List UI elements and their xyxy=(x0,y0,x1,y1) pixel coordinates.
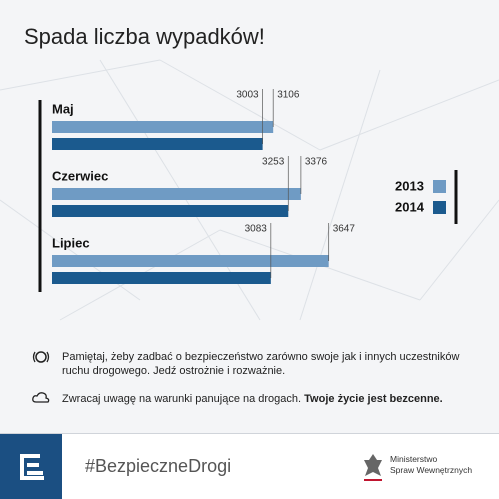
bar xyxy=(52,272,271,284)
logo-box xyxy=(0,434,62,499)
bar xyxy=(52,188,301,200)
value-label: 3106 xyxy=(277,90,300,101)
weather-icon xyxy=(32,392,50,403)
footer: #BezpieczneDrogi Ministerstwo Spraw Wewnę… xyxy=(0,433,499,499)
bar xyxy=(52,138,263,150)
category-label: Lipiec xyxy=(52,235,90,250)
category-label: Czerwiec xyxy=(52,168,108,183)
category-label: Maj xyxy=(52,101,74,116)
logo-icon xyxy=(20,454,44,480)
note: Zwracaj uwagę na warunki panujące na dro… xyxy=(62,392,472,406)
chart-title: Spada liczba wypadków! xyxy=(24,24,265,49)
brake-icon xyxy=(32,351,50,363)
note-text: Zwracaj uwagę na warunki panujące na dro… xyxy=(62,393,302,405)
value-label: 3003 xyxy=(236,90,259,101)
legend-label: 2013 xyxy=(395,178,424,193)
legend-swatch xyxy=(433,180,446,193)
note: Pamiętaj, żeby zadbać o bezpieczeństwo z… xyxy=(62,351,460,377)
bar xyxy=(52,121,274,133)
emblem xyxy=(364,454,382,481)
value-label: 3253 xyxy=(262,157,285,168)
note-bold: Twoje życie jest bezcenne. xyxy=(304,393,443,405)
value-label: 3083 xyxy=(245,224,268,235)
ministry: Ministerstwo Spraw Wewnętrznych xyxy=(390,454,472,476)
hashtag: #BezpieczneDrogi xyxy=(85,456,232,476)
ministry-line: Spraw Wewnętrznych xyxy=(390,465,473,475)
chart: Spada liczba wypadków! Maj 3106 3003 Czerwi… xyxy=(0,24,499,321)
ministry-line: Ministerstwo xyxy=(390,454,438,464)
bar xyxy=(52,205,289,217)
value-label: 3376 xyxy=(305,157,328,168)
legend-label: 2014 xyxy=(395,199,425,214)
bar xyxy=(52,255,329,267)
value-label: 3647 xyxy=(333,224,356,235)
legend-swatch xyxy=(433,201,446,214)
